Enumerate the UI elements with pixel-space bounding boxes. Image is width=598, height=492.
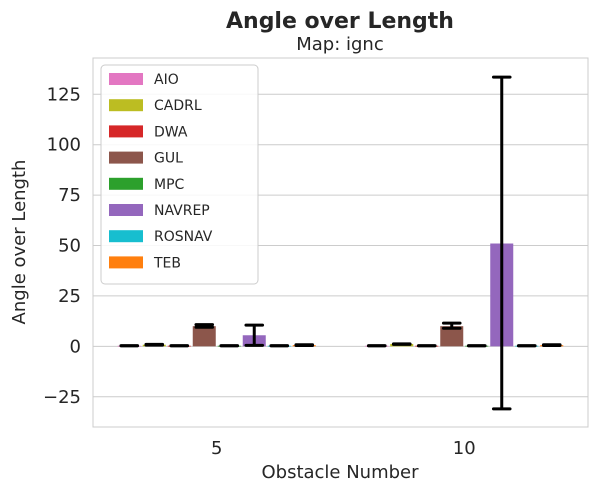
legend-swatch-mpc [109,177,143,190]
y-tick-labels: −25 0 25 50 75 100 125 [43,84,81,407]
y-tick-label: 75 [58,185,81,206]
x-tick-labels: 5 10 [211,438,476,459]
error-bars [119,75,562,411]
y-tick-label: 50 [58,236,81,257]
x-axis-label: Obstacle Number [261,462,419,483]
legend-box [100,64,259,285]
y-axis-label: Angle over Length [9,160,30,325]
x-tick-label: 10 [453,438,476,459]
legend: AIO CADRL DWA GUL MPC NAVREP ROSNAV TEB [100,64,259,285]
chart-title: Angle over Length [226,9,454,34]
y-tick-label: 0 [70,336,81,357]
plot-frame [92,57,589,428]
bar-gul-5 [192,326,216,347]
legend-label-cadrl: CADRL [154,98,202,114]
bar-gul-10 [440,326,464,347]
legend-label-dwa: DWA [154,124,188,140]
legend-swatch-navrep [109,204,143,216]
y-tick-label: 25 [58,286,81,307]
y-tick-label: 125 [47,84,81,105]
y-tick-label: −25 [43,387,81,408]
legend-swatch-dwa [109,125,143,138]
legend-label-rosnav: ROSNAV [154,229,213,245]
y-tick-label: 100 [47,135,81,156]
legend-swatch-teb [109,256,143,269]
legend-label-mpc: MPC [154,177,185,193]
legend-label-aio: AIO [154,72,179,88]
legend-label-teb: TEB [153,255,181,271]
legend-label-gul: GUL [154,151,183,167]
legend-swatch-gul [109,151,143,164]
x-tick-label: 5 [211,438,222,459]
legend-swatch-aio [109,73,143,85]
chart-subtitle: Map: ignc [296,34,384,55]
legend-swatch-rosnav [109,230,143,243]
legend-label-navrep: NAVREP [154,203,210,219]
legend-swatch-cadrl [109,99,143,112]
